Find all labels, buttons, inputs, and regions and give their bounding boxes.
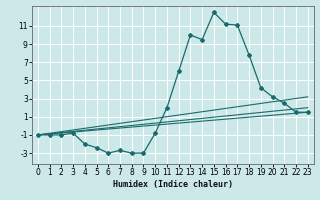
X-axis label: Humidex (Indice chaleur): Humidex (Indice chaleur) bbox=[113, 180, 233, 189]
